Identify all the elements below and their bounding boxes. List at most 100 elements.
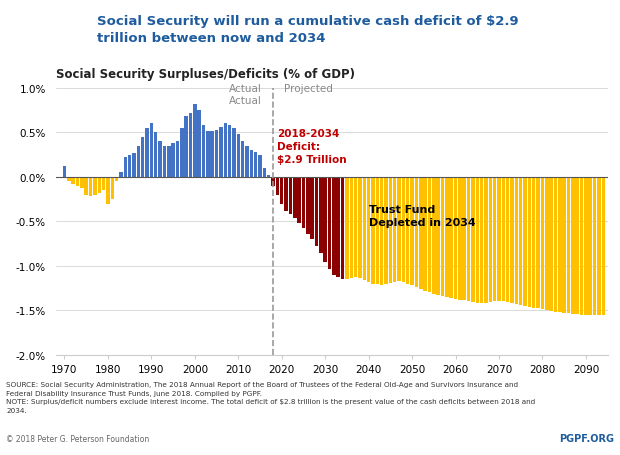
Bar — [406, 177, 409, 284]
Bar — [367, 177, 370, 282]
Bar — [232, 129, 236, 177]
Bar — [276, 177, 279, 195]
Bar — [193, 105, 197, 177]
Bar — [593, 177, 596, 315]
Text: Social Security Surpluses/Deficits (% of GDP): Social Security Surpluses/Deficits (% of… — [56, 68, 355, 81]
Bar — [315, 177, 318, 247]
Bar — [119, 173, 123, 177]
Text: FOUNDATION: FOUNDATION — [22, 44, 64, 49]
Bar — [567, 177, 570, 313]
Bar — [410, 177, 414, 286]
Bar — [254, 152, 257, 177]
Bar — [436, 177, 440, 295]
Text: 2018-2034
Deficit:
$2.9 Trillion: 2018-2034 Deficit: $2.9 Trillion — [277, 129, 347, 165]
Bar — [480, 177, 484, 303]
Bar — [123, 158, 127, 177]
Bar — [532, 177, 536, 308]
Bar — [136, 147, 140, 177]
Bar — [358, 177, 361, 278]
Bar — [371, 177, 374, 284]
Bar — [63, 167, 66, 177]
Text: Actual: Actual — [229, 84, 262, 94]
Bar — [575, 177, 579, 314]
Bar — [80, 177, 84, 188]
Bar — [175, 142, 179, 177]
Bar — [67, 177, 71, 182]
Bar — [471, 177, 475, 303]
Text: © 2018 Peter G. Peterson Foundation: © 2018 Peter G. Peterson Foundation — [6, 435, 149, 443]
Bar — [445, 177, 449, 297]
Bar — [162, 147, 166, 177]
Bar — [76, 177, 79, 187]
Bar — [580, 177, 583, 315]
Bar — [106, 177, 110, 204]
Bar — [250, 151, 253, 177]
Bar — [202, 126, 205, 177]
Bar — [432, 177, 435, 294]
Bar — [285, 177, 288, 211]
Bar — [306, 177, 309, 234]
Bar — [515, 177, 518, 304]
Bar — [502, 177, 505, 302]
Bar — [493, 177, 497, 302]
Bar — [419, 177, 422, 289]
Bar — [528, 177, 531, 307]
Bar — [423, 177, 427, 291]
Bar — [484, 177, 488, 303]
Bar — [454, 177, 458, 299]
Bar — [345, 177, 348, 279]
Bar — [219, 128, 223, 177]
Bar — [319, 177, 322, 254]
Bar — [467, 177, 471, 302]
Bar — [215, 131, 218, 177]
Bar — [558, 177, 562, 312]
Bar — [341, 177, 344, 279]
Bar — [428, 177, 431, 293]
Bar — [97, 177, 101, 193]
Bar — [110, 177, 114, 200]
Bar — [476, 177, 479, 303]
Text: Trust Fund
Depleted in 2034: Trust Fund Depleted in 2034 — [369, 204, 476, 227]
Bar — [384, 177, 388, 284]
Bar — [158, 142, 162, 177]
Bar — [332, 177, 335, 275]
Bar — [132, 153, 136, 177]
Bar — [154, 133, 157, 177]
Bar — [141, 137, 144, 177]
Text: PETER G.: PETER G. — [24, 13, 63, 21]
Bar — [171, 144, 175, 177]
Text: PGPF.ORG: PGPF.ORG — [559, 434, 614, 443]
Bar — [450, 177, 453, 298]
Bar — [328, 177, 331, 270]
Bar — [149, 124, 153, 177]
Bar — [89, 177, 92, 197]
Bar — [280, 177, 283, 204]
Bar — [497, 177, 501, 302]
Bar — [597, 177, 601, 315]
Bar — [458, 177, 462, 300]
Bar — [180, 129, 184, 177]
Bar — [197, 111, 201, 177]
Bar — [363, 177, 366, 280]
Bar — [571, 177, 575, 314]
Bar — [324, 177, 327, 263]
Bar — [184, 117, 188, 177]
Bar — [115, 177, 118, 182]
Bar — [402, 177, 405, 282]
Bar — [228, 126, 231, 177]
Bar — [393, 177, 396, 282]
Bar — [298, 177, 301, 223]
Bar — [102, 177, 105, 191]
Bar — [489, 177, 492, 303]
Bar — [519, 177, 523, 305]
Bar — [506, 177, 510, 303]
Text: Actual: Actual — [229, 96, 262, 106]
Bar — [145, 129, 149, 177]
Bar — [224, 124, 227, 177]
Bar — [311, 177, 314, 239]
Bar — [354, 177, 357, 278]
Bar — [210, 131, 214, 177]
Bar — [246, 147, 249, 177]
Bar — [289, 177, 292, 215]
Bar — [584, 177, 588, 315]
